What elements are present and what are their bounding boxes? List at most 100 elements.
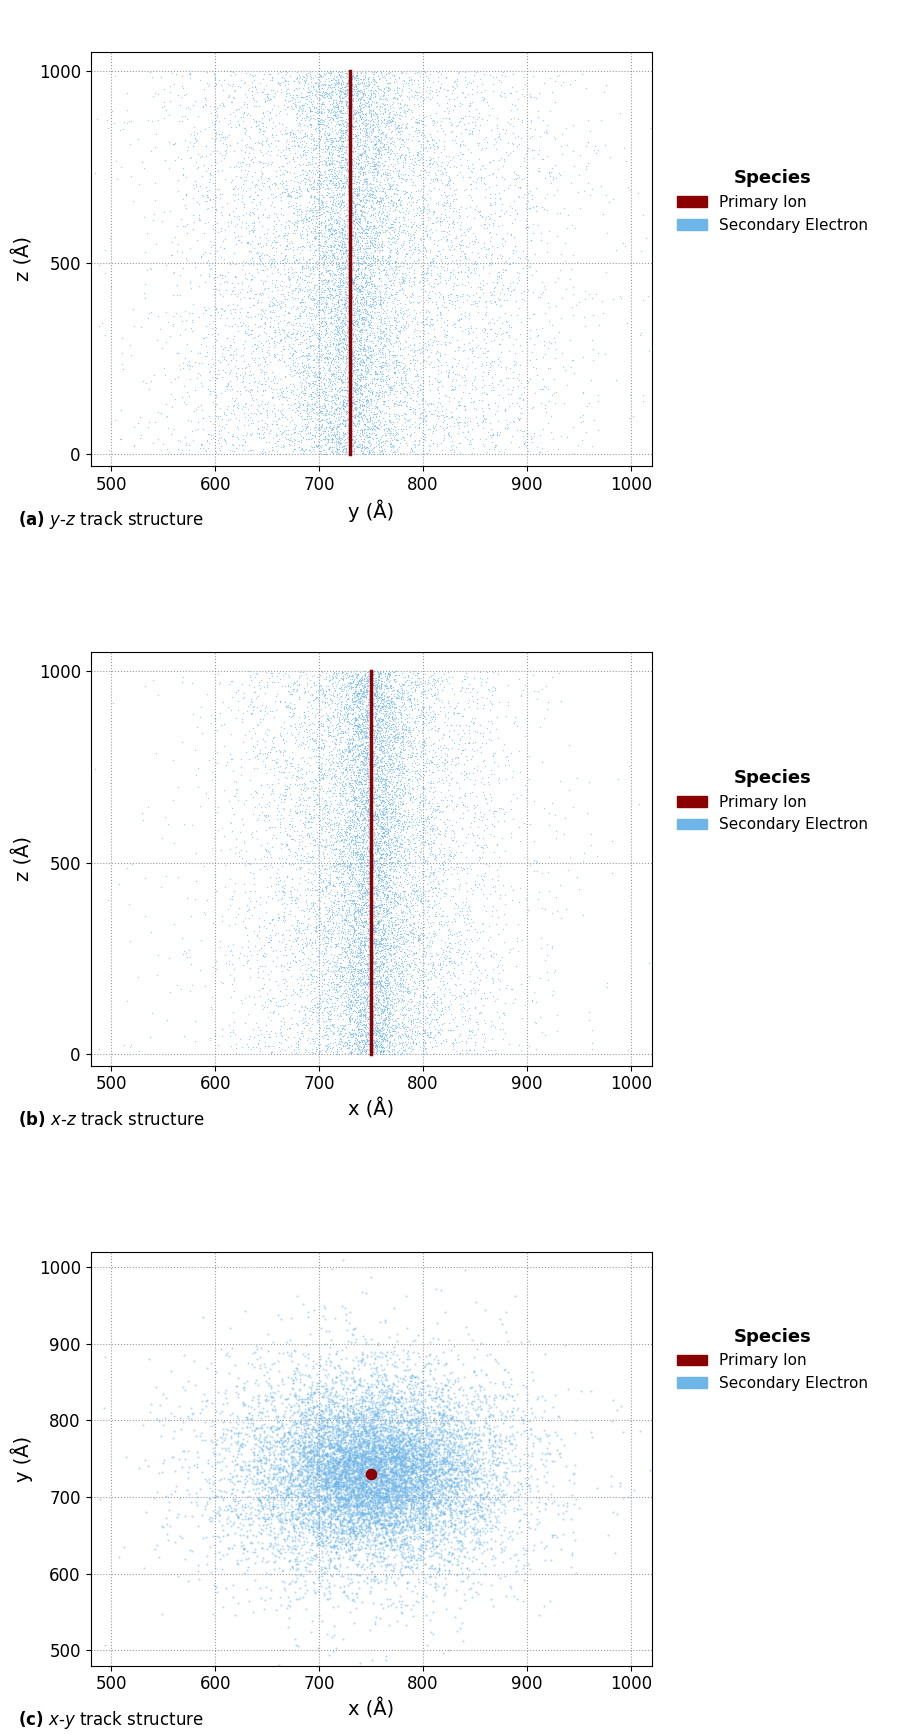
Point <box>339 1494 354 1522</box>
Point <box>267 1473 281 1501</box>
Point <box>214 423 228 451</box>
Point <box>294 1513 309 1541</box>
Point <box>336 338 350 366</box>
Point <box>530 1478 545 1506</box>
Point <box>281 352 295 380</box>
Point <box>347 1463 361 1490</box>
Point <box>241 437 255 465</box>
Point <box>230 1489 244 1516</box>
Point <box>455 788 470 815</box>
Point <box>355 723 369 751</box>
Point <box>337 701 351 729</box>
Point <box>425 666 440 694</box>
Point <box>376 991 390 1018</box>
Point <box>365 177 379 205</box>
Point <box>383 838 397 866</box>
Point <box>347 1419 361 1447</box>
Point <box>329 210 343 238</box>
Point <box>351 869 366 897</box>
Point <box>303 691 318 718</box>
Point <box>305 1388 319 1416</box>
Point <box>374 57 388 85</box>
Point <box>393 847 407 874</box>
Point <box>383 1435 397 1463</box>
Point <box>542 810 557 838</box>
Point <box>348 907 362 935</box>
Point <box>479 1409 493 1437</box>
Point <box>353 1450 367 1478</box>
Point <box>245 1470 260 1497</box>
Point <box>348 1438 363 1466</box>
Point <box>338 439 353 467</box>
Point <box>122 890 137 918</box>
Point <box>290 668 304 696</box>
Point <box>335 187 349 215</box>
Point <box>405 866 420 894</box>
Point <box>331 231 346 259</box>
Point <box>282 272 297 300</box>
Point <box>330 174 345 201</box>
Point <box>403 349 417 376</box>
Point <box>324 382 338 409</box>
Point <box>290 213 304 241</box>
Point <box>445 1539 460 1567</box>
Point <box>338 1461 352 1489</box>
Point <box>361 302 376 330</box>
Point <box>387 1475 402 1503</box>
Point <box>362 68 376 95</box>
Point <box>363 309 377 337</box>
Point <box>350 933 365 961</box>
Point <box>487 278 501 305</box>
Point <box>319 1461 333 1489</box>
Point <box>426 1440 441 1468</box>
Point <box>491 1503 505 1530</box>
Point <box>357 401 371 429</box>
Point <box>474 165 489 193</box>
Point <box>389 1444 404 1471</box>
Point <box>368 1423 383 1450</box>
Point <box>334 1476 348 1504</box>
Point <box>264 1414 279 1442</box>
Point <box>395 1562 409 1589</box>
Point <box>413 1006 427 1034</box>
Point <box>332 685 347 713</box>
Point <box>372 1407 386 1435</box>
Point <box>291 64 306 92</box>
Point <box>367 925 382 953</box>
Point <box>317 80 331 108</box>
Point <box>316 711 330 739</box>
Point <box>357 835 372 862</box>
Point <box>346 1450 360 1478</box>
Point <box>358 267 373 295</box>
Point <box>396 1482 411 1509</box>
Point <box>456 1350 471 1378</box>
Point <box>391 755 405 782</box>
Point <box>373 1038 387 1065</box>
Point <box>419 390 433 418</box>
Point <box>416 1036 431 1064</box>
Point <box>357 423 372 451</box>
Point <box>380 659 395 687</box>
Point <box>365 1414 379 1442</box>
Point <box>471 1579 485 1607</box>
Point <box>454 673 469 701</box>
Point <box>432 403 446 430</box>
Point <box>327 309 341 337</box>
Point <box>349 944 364 972</box>
Point <box>207 1570 222 1598</box>
Point <box>270 1466 284 1494</box>
Point <box>227 1508 242 1535</box>
Point <box>354 748 368 776</box>
Point <box>281 850 296 878</box>
Point <box>237 829 252 857</box>
Point <box>415 274 430 302</box>
Point <box>397 720 412 748</box>
Point <box>343 1031 357 1058</box>
Point <box>412 935 426 963</box>
Point <box>414 737 428 765</box>
Point <box>369 1039 384 1067</box>
Point <box>353 376 367 404</box>
Point <box>238 429 252 456</box>
Point <box>338 73 352 101</box>
Point <box>388 807 403 835</box>
